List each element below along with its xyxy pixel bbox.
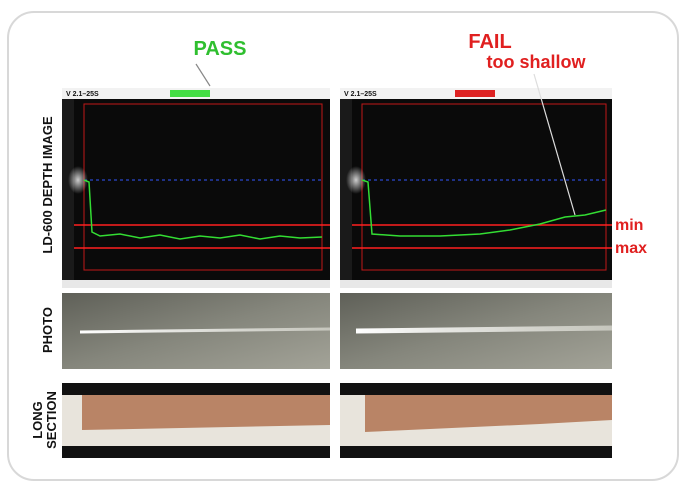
row-label: PHOTO bbox=[40, 307, 55, 353]
version-label: V 2.1–25S bbox=[66, 91, 99, 98]
row-label: SECTION bbox=[44, 391, 59, 449]
depth-panel-left: V 2.1–25S bbox=[62, 88, 330, 288]
fail-label: FAIL bbox=[468, 31, 511, 53]
row-label: LD-600 DEPTH IMAGE bbox=[40, 116, 55, 254]
max-label: max bbox=[615, 240, 647, 257]
section-right bbox=[340, 383, 612, 458]
version-label: V 2.1–25S bbox=[344, 91, 377, 98]
figure: LD-600 DEPTH IMAGE PHOTO LONG SECTION PA… bbox=[0, 0, 686, 487]
row-label: LONG bbox=[30, 401, 45, 439]
depth-panel-right: V 2.1–25S bbox=[340, 88, 612, 288]
section-left bbox=[62, 383, 330, 458]
min-label: min bbox=[615, 217, 643, 234]
pass-label: PASS bbox=[194, 38, 247, 60]
fail-reason: too shallow bbox=[487, 52, 587, 72]
photo-left bbox=[62, 293, 330, 369]
photo-right bbox=[340, 293, 612, 369]
